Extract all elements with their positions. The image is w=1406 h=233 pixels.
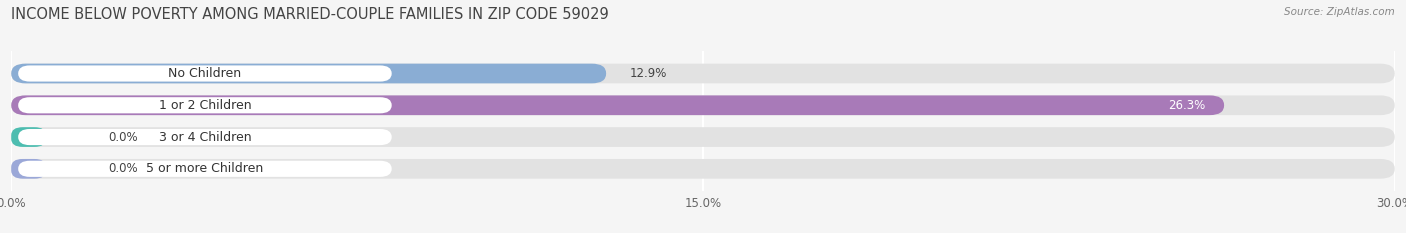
FancyBboxPatch shape	[11, 96, 1225, 115]
Text: 26.3%: 26.3%	[1168, 99, 1206, 112]
Text: 0.0%: 0.0%	[108, 162, 138, 175]
Text: INCOME BELOW POVERTY AMONG MARRIED-COUPLE FAMILIES IN ZIP CODE 59029: INCOME BELOW POVERTY AMONG MARRIED-COUPL…	[11, 7, 609, 22]
FancyBboxPatch shape	[11, 127, 46, 147]
FancyBboxPatch shape	[11, 159, 1395, 179]
FancyBboxPatch shape	[11, 64, 1395, 83]
Text: 12.9%: 12.9%	[630, 67, 666, 80]
Text: 0.0%: 0.0%	[108, 130, 138, 144]
FancyBboxPatch shape	[11, 96, 1395, 115]
FancyBboxPatch shape	[18, 97, 392, 113]
Text: 3 or 4 Children: 3 or 4 Children	[159, 130, 252, 144]
FancyBboxPatch shape	[11, 64, 606, 83]
Text: Source: ZipAtlas.com: Source: ZipAtlas.com	[1284, 7, 1395, 17]
Text: 1 or 2 Children: 1 or 2 Children	[159, 99, 252, 112]
FancyBboxPatch shape	[18, 161, 392, 177]
Text: 5 or more Children: 5 or more Children	[146, 162, 263, 175]
Text: No Children: No Children	[169, 67, 242, 80]
FancyBboxPatch shape	[18, 65, 392, 82]
FancyBboxPatch shape	[11, 159, 46, 179]
FancyBboxPatch shape	[18, 129, 392, 145]
FancyBboxPatch shape	[11, 127, 1395, 147]
